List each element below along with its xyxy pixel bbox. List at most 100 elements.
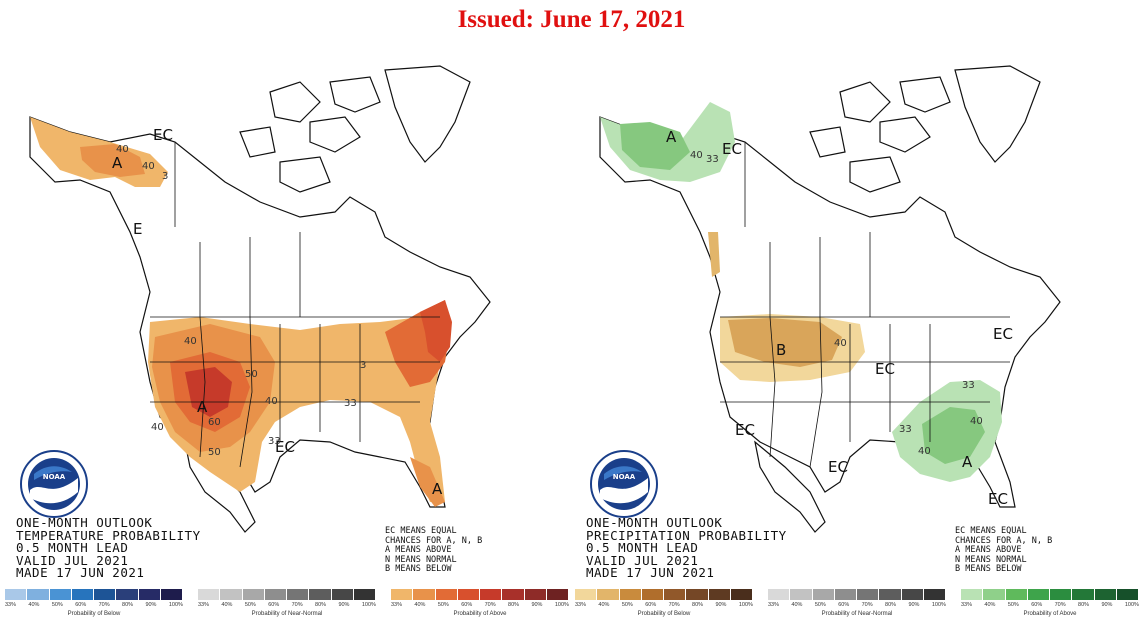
legend-tick-label: 40%: [791, 602, 803, 608]
legend-bar-group: 33% 40% 50% 60% 70% 80% 90% 100% Probability of …: [575, 589, 753, 621]
legend-note: EC MEANS EQUAL CHANCES FOR A, N, B A MEA…: [955, 526, 1053, 575]
legend-tick-label: 60%: [75, 602, 87, 608]
legend-swatch: [524, 589, 547, 600]
legend-tick-label: 40%: [414, 602, 426, 608]
temp-labels: EC E EC A A A 40 40 40 40 40 50 50 60 33…: [112, 126, 443, 498]
legend-tick-label: 100%: [931, 602, 946, 608]
noaa-logo-icon: NOAA: [590, 450, 658, 518]
legend-tick-label: 100%: [554, 602, 569, 608]
legend-swatch: [287, 589, 310, 600]
contour-40-label: 40: [690, 150, 703, 161]
title-line: 0.5 MONTH LEAD: [586, 540, 699, 555]
legend-swatch: [1027, 589, 1050, 600]
legend-swatch: [331, 589, 354, 600]
legend-bar-group: 33% 40% 50% 60% 70% 80% 90% 100% Probability of …: [198, 589, 376, 621]
legend-tick-label: 50%: [621, 602, 633, 608]
legend-tick-label: 80%: [315, 602, 327, 608]
legend-swatch: [1005, 589, 1028, 600]
contour-60-label: 60: [208, 417, 221, 428]
legend-swatch: [923, 589, 946, 600]
legend-tick-label: 50%: [437, 602, 449, 608]
legend-bar-group: 33% 40% 50% 60% 70% 80% 90% 100% Probability of …: [391, 589, 569, 621]
legend-tick-label: 50%: [814, 602, 826, 608]
legend-swatch: [220, 589, 243, 600]
legend-tick-label: 80%: [885, 602, 897, 608]
legend-tick-label: 50%: [51, 602, 63, 608]
legend-swatch: [857, 589, 880, 600]
legend-swatch: [834, 589, 857, 600]
contour-33-label: 33: [268, 436, 281, 447]
svg-text:NOAA: NOAA: [43, 473, 66, 481]
legend-swatch: [1050, 589, 1073, 600]
title-line: PRECIPITATION PROBABILITY: [586, 527, 787, 543]
legend-caption: Probability of Near-Normal: [821, 611, 893, 617]
legend-swatches: [391, 589, 569, 600]
legend-swatch: [264, 589, 287, 600]
contour-33-label: 3: [162, 171, 168, 182]
ec-alaska-label: EC: [722, 140, 742, 158]
legend-tick-label: 70%: [1054, 602, 1066, 608]
legend-bar-group: 33% 40% 50% 60% 70% 80% 90% 100% Probability of …: [768, 589, 946, 621]
a-alaska-label: A: [112, 154, 123, 172]
legend-swatch: [730, 589, 753, 600]
legend-swatch: [901, 589, 924, 600]
legend-note-line: B MEANS BELOW: [955, 564, 1022, 574]
legend-tick-label: 100%: [361, 602, 376, 608]
ec-mid-label: EC: [875, 360, 895, 378]
legend-ticks: 33% 40% 50% 60% 70% 80% 90% 100%: [5, 602, 183, 608]
ec-south-label: EC: [828, 458, 848, 476]
legend-tick-label: 40%: [598, 602, 610, 608]
b-north-label: B: [776, 341, 786, 359]
ec-alaska-label: EC: [153, 126, 173, 144]
legend-swatch: [879, 589, 902, 600]
legend-tick-label: 100%: [168, 602, 183, 608]
temperature-map: EC E EC A A A 40 40 40 40 40 50 50 60 33…: [29, 65, 491, 533]
title-line: ONE-MONTH OUTLOOK: [16, 515, 153, 530]
legend-note-line: CHANCES FOR A, N, B: [955, 535, 1053, 546]
legend-bar-group: 33% 40% 50% 60% 70% 80% 90% 100% Probability of …: [5, 589, 183, 621]
legend-tick-label: 60%: [838, 602, 850, 608]
temperature-outlook-panel: EC E EC A A A 40 40 40 40 40 50 50 60 33…: [0, 62, 569, 621]
temperature-title-block: ONE-MONTH OUTLOOK TEMPERATURE PROBABILIT…: [16, 515, 201, 580]
contour-40-label: 40: [151, 422, 164, 433]
ec-carib-label: EC: [988, 490, 1008, 508]
ec-sw-label: EC: [735, 421, 755, 439]
title-line: ONE-MONTH OUTLOOK: [586, 515, 723, 530]
ec-east-label: EC: [993, 325, 1013, 343]
title-line: MADE 17 JUN 2021: [586, 565, 715, 580]
legend-swatch: [413, 589, 436, 600]
legend-tick-label: 60%: [645, 602, 657, 608]
contour-40-label: 40: [970, 416, 983, 427]
legend-swatch: [664, 589, 687, 600]
contour-40-label: 40: [834, 338, 847, 349]
legend-tick-label: 100%: [1124, 602, 1139, 608]
title-line: VALID JUL 2021: [586, 552, 699, 568]
legend-tick-label: 33%: [5, 602, 17, 608]
precip-labels: A EC B 40 EC EC EC EC EC A 40 40 33 33 4…: [666, 128, 1013, 508]
legend-tick-label: 33%: [575, 602, 587, 608]
legend-ticks: 33% 40% 50% 60% 70% 80% 90% 100%: [961, 602, 1139, 608]
legend-swatch: [575, 589, 598, 600]
contour-33-label: 33: [899, 424, 912, 435]
legend-swatch: [686, 589, 709, 600]
legend-swatches: [198, 589, 376, 600]
legend-swatch: [961, 589, 984, 600]
precipitation-title-block: ONE-MONTH OUTLOOK PRECIPITATION PROBABIL…: [586, 515, 787, 580]
legend-swatch: [1072, 589, 1095, 600]
legend-swatch: [1116, 589, 1139, 600]
legend-swatch: [309, 589, 332, 600]
legend-swatch: [49, 589, 72, 600]
legend-tick-label: 90%: [715, 602, 727, 608]
svg-text:NOAA: NOAA: [613, 473, 636, 481]
title-line: MADE 17 JUN 2021: [16, 565, 145, 580]
legend-swatch: [619, 589, 642, 600]
legend-tick-label: 60%: [461, 602, 473, 608]
contour-33-label: 3: [360, 360, 366, 371]
legend-caption: Probability of Above: [453, 611, 507, 617]
legend-ticks: 33% 40% 50% 60% 70% 80% 90% 100%: [391, 602, 569, 608]
legend-note-line: EC MEANS EQUAL: [955, 526, 1027, 536]
legend-caption: Probability of Below: [67, 611, 121, 617]
legend-swatch: [641, 589, 664, 600]
legend-swatch: [502, 589, 525, 600]
legend-tick-label: 90%: [531, 602, 543, 608]
